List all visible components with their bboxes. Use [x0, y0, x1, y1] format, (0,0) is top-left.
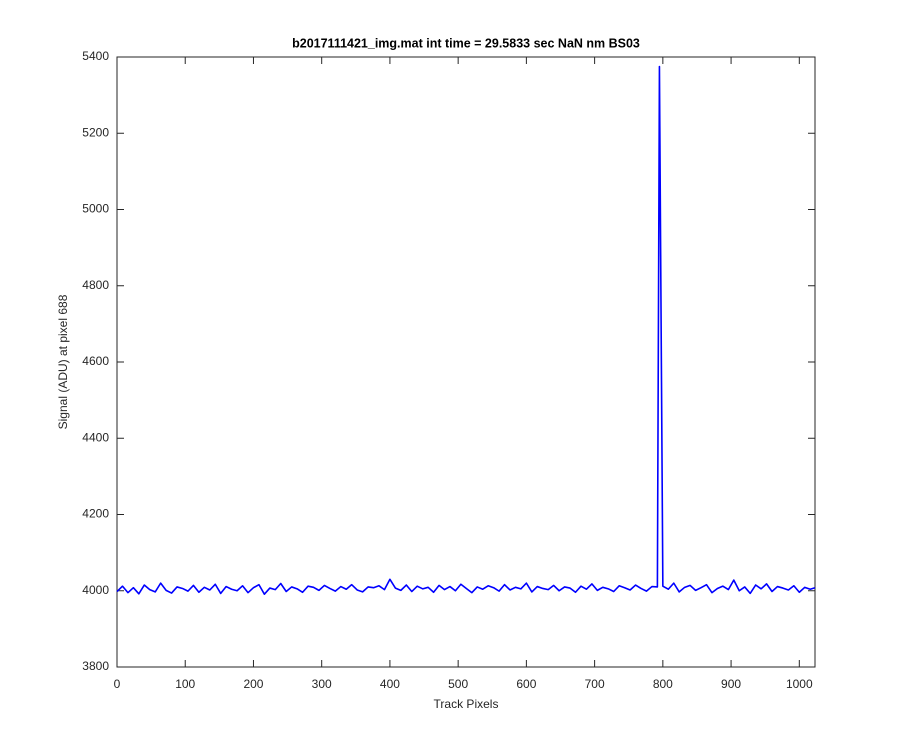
- y-tick-label: 4800: [82, 278, 109, 292]
- x-tick-label: 100: [175, 677, 195, 691]
- y-tick-label: 4200: [82, 507, 109, 521]
- x-tick-label: 500: [448, 677, 468, 691]
- x-tick-label: 800: [653, 677, 673, 691]
- x-tick-label: 1000: [786, 677, 813, 691]
- x-tick-label: 0: [114, 677, 121, 691]
- y-tick-label: 3800: [82, 659, 109, 673]
- y-tick-label: 5400: [82, 49, 109, 63]
- y-tick-label: 4600: [82, 354, 109, 368]
- x-tick-label: 600: [516, 677, 536, 691]
- x-axis-label: Track Pixels: [434, 697, 499, 711]
- x-tick-label: 300: [312, 677, 332, 691]
- chart-title: b2017111421_img.mat int time = 29.5833 s…: [292, 36, 640, 50]
- data-line: [116, 65, 816, 595]
- x-tick-label: 900: [721, 677, 741, 691]
- y-tick-label: 4000: [82, 583, 109, 597]
- y-axis-label: Signal (ADU) at pixel 688: [56, 294, 70, 429]
- y-tick-label: 5200: [82, 125, 109, 139]
- x-tick-label: 200: [243, 677, 263, 691]
- y-tick-label: 4400: [82, 430, 109, 444]
- x-tick-label: 400: [380, 677, 400, 691]
- y-tick-label: 5000: [82, 202, 109, 216]
- x-tick-label: 700: [585, 677, 605, 691]
